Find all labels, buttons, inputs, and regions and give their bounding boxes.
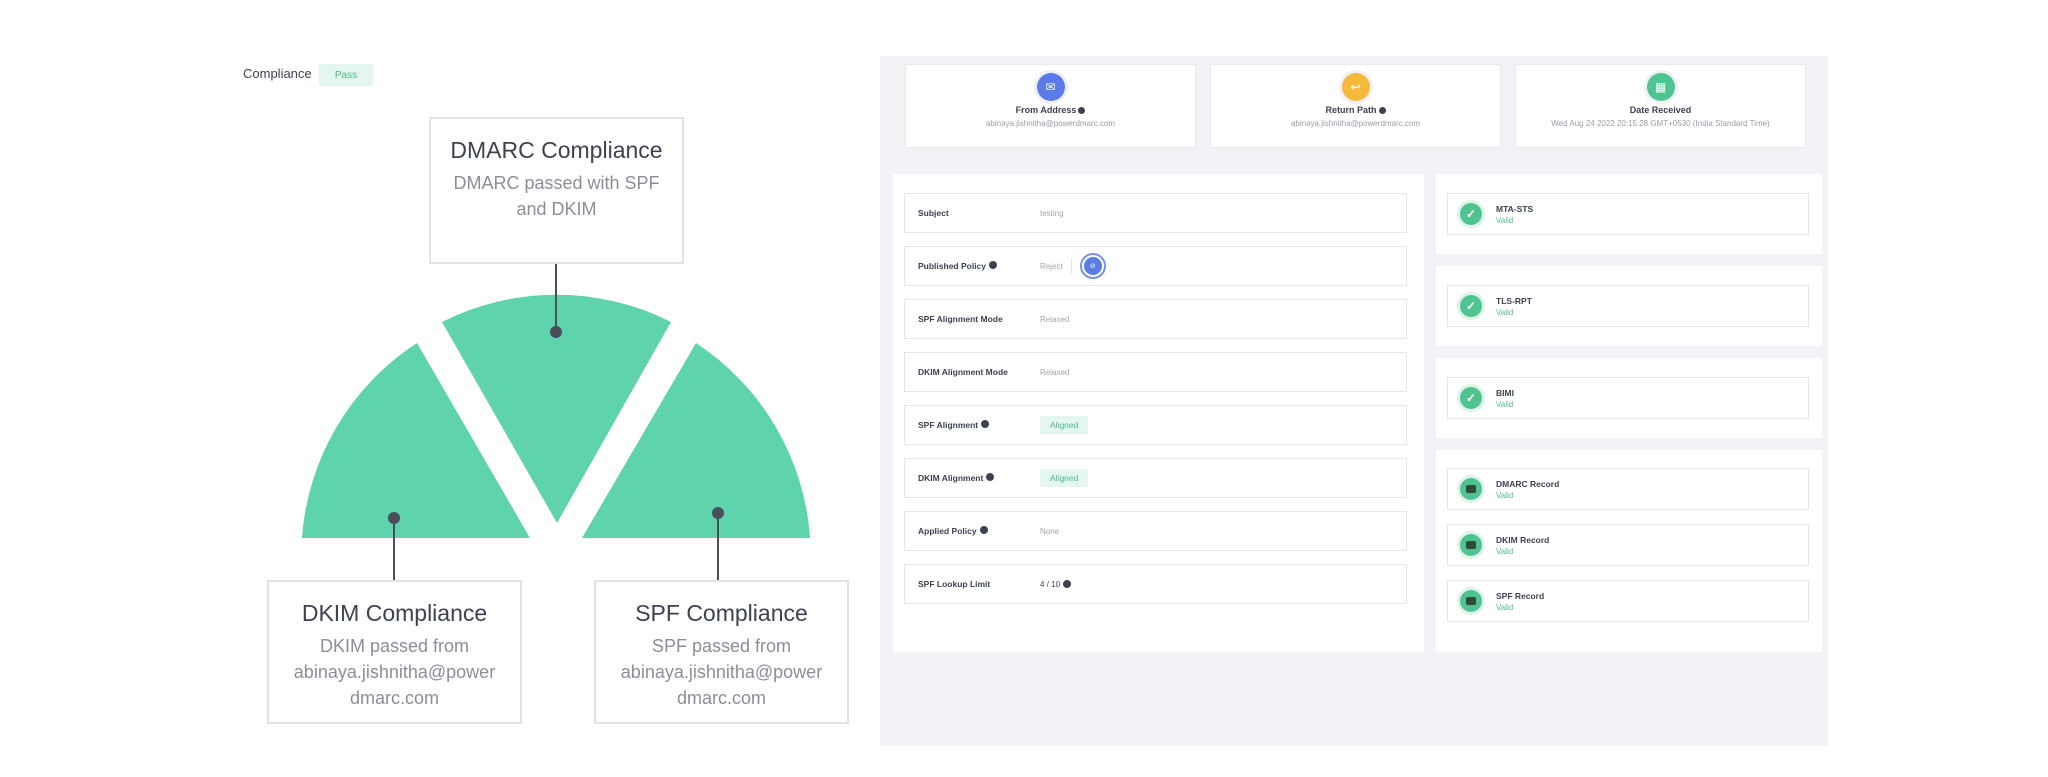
detail-row-spf-lookup-limit: SPF Lookup Limit 4 / 10 [904, 564, 1407, 604]
record-icon [1460, 478, 1482, 500]
bimi-row: ✓ BIMI Valid [1447, 377, 1809, 419]
compliance-gauge [302, 264, 810, 580]
dkim-compliance-desc-3: dmarc.com [349, 688, 439, 708]
detail-row-spf-alignment-mode: SPF Alignment Mode Relaxed [904, 299, 1407, 339]
dkim-record-status: Valid [1496, 546, 1514, 556]
applied-policy-key: Applied Policy [918, 526, 977, 536]
detail-row-subject: Subject testing [904, 193, 1407, 233]
dkim-segment [302, 343, 530, 538]
spf-alignment-mode-value: Relaxed [1040, 314, 1070, 324]
policy-badge-icon[interactable]: ⊘ [1079, 253, 1106, 279]
applied-policy-value: None [1040, 526, 1060, 536]
tls-rpt-name: TLS-RPT [1496, 295, 1532, 306]
bimi-card: ✓ BIMI Valid [1436, 358, 1822, 438]
dkim-compliance-desc-2: abinaya.jishnitha@power [293, 662, 496, 682]
subject-key: Subject [918, 208, 949, 218]
details-card: Subject testing Published Policy Reject … [893, 174, 1424, 652]
dmarc-dot [550, 326, 562, 338]
mta-sts-row: ✓ MTA-STS Valid [1447, 193, 1809, 235]
spf-record-name: SPF Record [1496, 590, 1545, 601]
dkim-compliance-callout: DKIM Compliance DKIM passed from abinaya… [267, 580, 522, 724]
envelope-icon: ✉ [1036, 73, 1065, 101]
dmarc-record-status: Valid [1496, 490, 1514, 500]
dmarc-record-row: DMARC Record Valid [1447, 468, 1809, 510]
detail-row-spf-alignment: SPF Alignment Aligned [904, 405, 1407, 445]
dmarc-segment [442, 294, 671, 523]
from-address-label: From Address [1015, 105, 1077, 115]
dkim-alignment-mode-key: DKIM Alignment Mode [918, 367, 1008, 377]
spf-compliance-desc-2: abinaya.jishnitha@power [620, 662, 823, 682]
mta-sts-status: Valid [1496, 215, 1514, 225]
compliance-label: Compliance [243, 66, 312, 81]
dkim-record-row: DKIM Record Valid [1447, 524, 1809, 566]
return-path-icon: ↩ [1341, 73, 1370, 101]
compliance-status-badge: Pass [319, 64, 373, 86]
check-icon: ✓ [1460, 387, 1482, 409]
bimi-name: BIMI [1496, 387, 1514, 398]
info-icon[interactable] [1078, 107, 1086, 115]
spf-compliance-callout: SPF Compliance SPF passed from abinaya.j… [594, 580, 849, 724]
spf-lookup-limit-key: SPF Lookup Limit [918, 579, 991, 589]
info-icon[interactable] [1378, 107, 1386, 115]
dkim-record-name: DKIM Record [1496, 534, 1550, 545]
date-received-card: ▦ Date Received Wed Aug 24 2022 20:15:28… [1515, 64, 1806, 148]
help-icon[interactable] [1063, 580, 1072, 588]
dmarc-compliance-title: DMARC Compliance [450, 137, 663, 163]
calendar-icon: ▦ [1646, 73, 1675, 101]
tls-rpt-card: ✓ TLS-RPT Valid [1436, 266, 1822, 346]
dkim-compliance-title: DKIM Compliance [301, 600, 488, 626]
dkim-alignment-mode-value: Relaxed [1040, 367, 1070, 377]
published-policy-key: Published Policy [918, 261, 987, 271]
tls-rpt-status: Valid [1496, 307, 1514, 317]
dkim-compliance-desc-1: DKIM passed from [319, 636, 470, 656]
dmarc-compliance-desc-1: DMARC passed with SPF [453, 173, 660, 193]
dmarc-record-name: DMARC Record [1496, 478, 1560, 489]
spf-compliance-desc-3: dmarc.com [676, 688, 766, 708]
spf-record-status: Valid [1496, 602, 1514, 612]
date-received-label: Date Received [1629, 105, 1692, 115]
published-policy-value: Reject [1040, 261, 1063, 271]
subject-value: testing [1040, 208, 1064, 218]
detail-row-published-policy: Published Policy Reject ⊘ [904, 246, 1407, 286]
return-path-card: ↩ Return Path abinaya.jishnitha@powerdma… [1210, 64, 1501, 148]
dkim-dot [388, 512, 400, 524]
bimi-status: Valid [1496, 399, 1514, 409]
from-address-card: ✉ From Address abinaya.jishnitha@powerdm… [905, 64, 1196, 148]
dmarc-compliance-desc-2: and DKIM [516, 199, 597, 219]
detail-row-applied-policy: Applied Policy None [904, 511, 1407, 551]
spf-alignment-key: SPF Alignment [918, 420, 979, 430]
spf-compliance-title: SPF Compliance [635, 600, 808, 626]
return-path-value: abinaya.jishnitha@powerdmarc.com [1290, 119, 1421, 128]
check-icon: ✓ [1460, 203, 1482, 225]
mta-sts-card: ✓ MTA-STS Valid [1436, 174, 1822, 254]
report-panel: ✉ From Address abinaya.jishnitha@powerdm… [880, 56, 1828, 746]
date-received-value: Wed Aug 24 2022 20:15:28 GMT+0530 (India… [1551, 119, 1770, 128]
from-address-value: abinaya.jishnitha@powerdmarc.com [985, 119, 1116, 128]
mta-sts-name: MTA-STS [1496, 203, 1534, 214]
tls-rpt-row: ✓ TLS-RPT Valid [1447, 285, 1809, 327]
spf-alignment-mode-key: SPF Alignment Mode [918, 314, 1003, 324]
detail-row-dkim-alignment-mode: DKIM Alignment Mode Relaxed [904, 352, 1407, 392]
spf-record-row: SPF Record Valid [1447, 580, 1809, 622]
info-icon[interactable] [981, 420, 990, 428]
spf-alignment-badge: Aligned [1040, 416, 1089, 434]
info-icon[interactable] [989, 261, 998, 269]
spf-dot [712, 507, 724, 519]
info-icon[interactable] [986, 473, 995, 481]
detail-row-dkim-alignment: DKIM Alignment Aligned [904, 458, 1407, 498]
dkim-alignment-key: DKIM Alignment [918, 473, 984, 483]
dmarc-compliance-callout: DMARC Compliance DMARC passed with SPF a… [429, 117, 684, 264]
dkim-alignment-badge: Aligned [1040, 469, 1089, 487]
divider [1070, 258, 1072, 274]
record-icon [1460, 534, 1482, 556]
spf-lookup-limit-value: 4 / 10 [1040, 579, 1061, 589]
check-icon: ✓ [1460, 295, 1482, 317]
info-icon[interactable] [979, 526, 988, 534]
spf-compliance-desc-1: SPF passed from [651, 636, 792, 656]
return-path-label: Return Path [1325, 105, 1377, 115]
records-card: DMARC Record Valid DKIM Record Valid SPF… [1436, 450, 1822, 652]
spf-segment [582, 343, 810, 538]
record-icon [1460, 590, 1482, 612]
